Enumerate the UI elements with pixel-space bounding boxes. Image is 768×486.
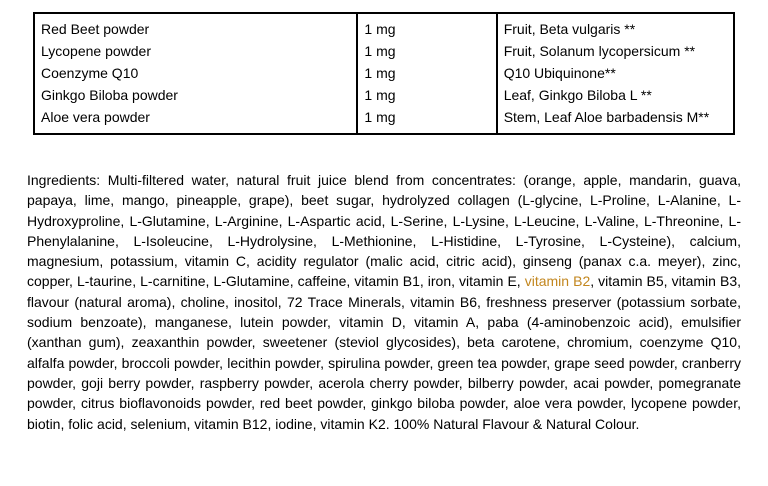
table-row: Red Beet powder 1 mg Fruit, Beta vulgari… — [34, 13, 734, 40]
ingredient-cell: Lycopene powder — [41, 43, 152, 59]
ingredients-text-before: Ingredients: Multi-filtered water, natur… — [27, 172, 741, 290]
source-cell: Fruit, Beta vulgaris ** — [503, 21, 636, 37]
amount-cell: 1 mg — [356, 62, 498, 84]
ingredients-text-after: , vitamin B5, vitamin B3, flavour (natur… — [27, 273, 742, 432]
supplement-facts-table: Red Beet powder 1 mg Fruit, Beta vulgari… — [33, 12, 735, 135]
ingredient-cell: Aloe vera powder — [41, 109, 150, 125]
ingredients-paragraph: Ingredients: Multi-filtered water, natur… — [27, 170, 741, 434]
amount-cell: 1 mg — [356, 106, 498, 134]
ingredient-cell: Red Beet powder — [41, 21, 150, 37]
amount-cell: 1 mg — [356, 13, 498, 40]
table-row: Lycopene powder 1 mg Fruit, Solanum lyco… — [34, 40, 734, 62]
amount-cell: 1 mg — [356, 84, 498, 106]
source-cell: Fruit, Solanum lycopersicum ** — [503, 43, 696, 59]
source-cell: Leaf, Ginkgo Biloba L ** — [503, 87, 652, 103]
source-cell: Q10 Ubiquinone** — [503, 65, 616, 81]
highlight-vitamin-b2: vitamin B2 — [524, 273, 591, 290]
ingredient-cell: Coenzyme Q10 — [41, 65, 139, 81]
ingredient-cell: Ginkgo Biloba powder — [41, 87, 178, 103]
ingredients-table: Red Beet powder 1 mg Fruit, Beta vulgari… — [33, 12, 735, 135]
table-row: Aloe vera powder 1 mg Stem, Leaf Aloe ba… — [34, 106, 734, 134]
source-cell: Stem, Leaf Aloe barbadensis M** — [503, 109, 710, 125]
table-row: Ginkgo Biloba powder 1 mg Leaf, Ginkgo B… — [34, 84, 734, 106]
amount-cell: 1 mg — [356, 40, 498, 62]
table-row: Coenzyme Q10 1 mg Q10 Ubiquinone** — [34, 62, 734, 84]
